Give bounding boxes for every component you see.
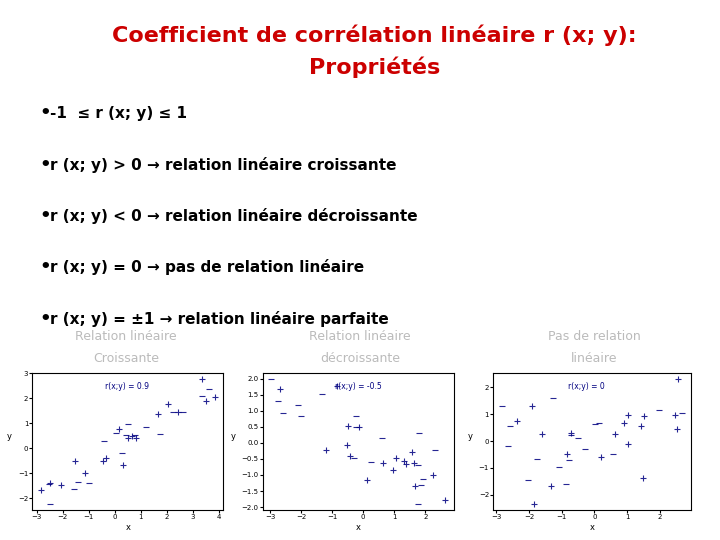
X-axis label: x: x xyxy=(125,523,130,532)
Text: Coefficient de corrélation linéaire r (x; y):: Coefficient de corrélation linéaire r (x… xyxy=(112,24,636,46)
Text: -1  ≤ r (x; y) ≤ 1: -1 ≤ r (x; y) ≤ 1 xyxy=(50,106,187,121)
Text: r (x; y) < 0 → relation linéaire décroissante: r (x; y) < 0 → relation linéaire décrois… xyxy=(50,208,418,224)
Y-axis label: y: y xyxy=(468,433,473,442)
Text: r (x; y) = 0 → pas de relation linéaire: r (x; y) = 0 → pas de relation linéaire xyxy=(50,259,364,275)
Text: •: • xyxy=(40,104,51,123)
Text: •: • xyxy=(40,309,51,328)
Text: •: • xyxy=(40,258,51,276)
Text: Relation linéaire: Relation linéaire xyxy=(75,330,177,343)
Text: décroissante: décroissante xyxy=(320,352,400,365)
Text: Croissante: Croissante xyxy=(93,352,159,365)
Text: Relation linéaire: Relation linéaire xyxy=(309,330,411,343)
Text: •: • xyxy=(40,156,51,174)
Text: r (x; y) = ±1 → relation linéaire parfaite: r (x; y) = ±1 → relation linéaire parfai… xyxy=(50,310,389,327)
Text: linéaire: linéaire xyxy=(571,352,617,365)
X-axis label: x: x xyxy=(590,523,595,532)
Y-axis label: y: y xyxy=(7,433,12,442)
X-axis label: x: x xyxy=(356,523,361,532)
Text: Propriétés: Propriétés xyxy=(309,57,440,78)
Text: r(x;y) = 0: r(x;y) = 0 xyxy=(569,382,606,392)
Text: r (x; y) > 0 → relation linéaire croissante: r (x; y) > 0 → relation linéaire croissa… xyxy=(50,157,397,173)
Y-axis label: y: y xyxy=(230,433,235,442)
Text: •: • xyxy=(40,207,51,225)
Text: r(x;y) = -0.5: r(x;y) = -0.5 xyxy=(336,382,382,392)
Text: r(x;y) = 0.9: r(x;y) = 0.9 xyxy=(105,382,149,392)
Text: Pas de relation: Pas de relation xyxy=(548,330,640,343)
